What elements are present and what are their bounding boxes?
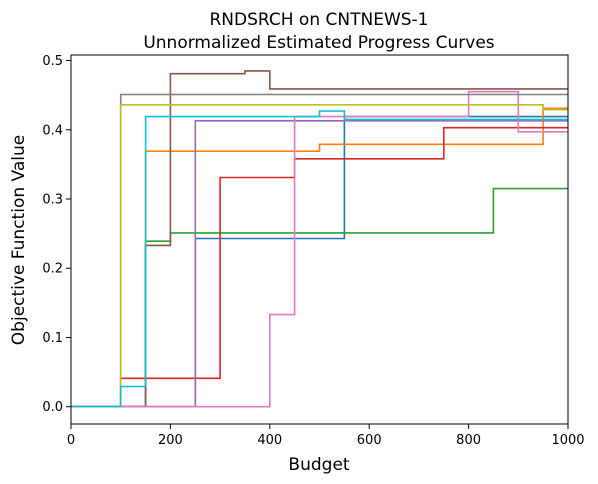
x-tick-label: 800 [456,433,481,448]
series-line-10 [71,110,568,408]
x-tick-label: 400 [257,433,282,448]
chart-title: RNDSRCH on CNTNEWS-1 [210,10,429,30]
y-tick-label: 0.3 [42,193,63,208]
x-tick-label: 200 [158,433,183,448]
x-axis: 0 200 400 600 800 1000 [67,424,585,448]
y-tick-label: 0.1 [42,331,63,346]
series-line-7 [71,90,568,408]
curves-layer [71,70,568,408]
x-axis-label: Budget [288,455,349,475]
chart-subtitle: Unnormalized Estimated Progress Curves [143,33,494,53]
y-tick-label: 0.2 [42,262,63,277]
x-tick-label: 600 [357,433,382,448]
x-tick-label: 1000 [551,433,584,448]
plot-frame [70,54,569,425]
y-tick-label: 0.0 [42,400,63,415]
y-tick-label: 0.5 [42,54,63,69]
y-tick-label: 0.4 [42,123,63,138]
y-axis-label: Objective Function Value [9,135,29,345]
y-axis: 0.0 0.1 0.2 0.3 0.4 0.5 [42,54,71,415]
x-tick-label: 0 [67,433,75,448]
